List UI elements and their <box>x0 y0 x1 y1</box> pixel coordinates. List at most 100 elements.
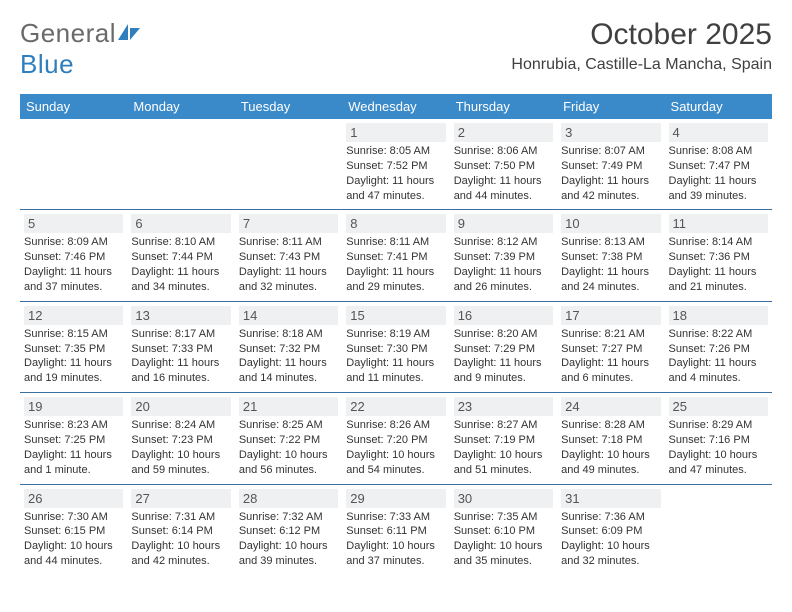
calendar-cell: 21Sunrise: 8:25 AMSunset: 7:22 PMDayligh… <box>235 393 342 483</box>
daylight-text: Daylight: 11 hours and 32 minutes. <box>239 265 338 295</box>
sunrise-text: Sunrise: 8:10 AM <box>131 235 230 250</box>
day-header-saturday: Saturday <box>665 94 772 119</box>
day-number: 23 <box>454 397 553 416</box>
calendar-cell: 26Sunrise: 7:30 AMSunset: 6:15 PMDayligh… <box>20 485 127 575</box>
day-number: 2 <box>454 123 553 142</box>
daylight-text: Daylight: 11 hours and 37 minutes. <box>24 265 123 295</box>
day-number: 6 <box>131 214 230 233</box>
sunset-text: Sunset: 7:20 PM <box>346 433 445 448</box>
sunrise-text: Sunrise: 8:21 AM <box>561 327 660 342</box>
sunrise-text: Sunrise: 7:31 AM <box>131 510 230 525</box>
sun-info: Sunrise: 8:13 AMSunset: 7:38 PMDaylight:… <box>561 235 660 294</box>
day-number <box>131 123 230 142</box>
sunset-text: Sunset: 7:32 PM <box>239 342 338 357</box>
daylight-text: Daylight: 10 hours and 44 minutes. <box>24 539 123 569</box>
day-header-thursday: Thursday <box>450 94 557 119</box>
sunrise-text: Sunrise: 8:19 AM <box>346 327 445 342</box>
sun-info: Sunrise: 8:18 AMSunset: 7:32 PMDaylight:… <box>239 327 338 386</box>
daylight-text: Daylight: 11 hours and 47 minutes. <box>346 174 445 204</box>
daylight-text: Daylight: 10 hours and 59 minutes. <box>131 448 230 478</box>
sunset-text: Sunset: 6:10 PM <box>454 524 553 539</box>
daylight-text: Daylight: 11 hours and 21 minutes. <box>669 265 768 295</box>
day-number: 3 <box>561 123 660 142</box>
daylight-text: Daylight: 10 hours and 54 minutes. <box>346 448 445 478</box>
sunrise-text: Sunrise: 8:11 AM <box>239 235 338 250</box>
daylight-text: Daylight: 10 hours and 37 minutes. <box>346 539 445 569</box>
sunrise-text: Sunrise: 8:05 AM <box>346 144 445 159</box>
sunrise-text: Sunrise: 8:17 AM <box>131 327 230 342</box>
sunset-text: Sunset: 7:22 PM <box>239 433 338 448</box>
daylight-text: Daylight: 10 hours and 51 minutes. <box>454 448 553 478</box>
day-number <box>669 489 768 508</box>
sunset-text: Sunset: 7:16 PM <box>669 433 768 448</box>
calendar-cell: 23Sunrise: 8:27 AMSunset: 7:19 PMDayligh… <box>450 393 557 483</box>
calendar-cell: 10 Sunrise: 8:13 AMSunset: 7:38 PMDayligh… <box>557 210 664 300</box>
week-row: 19Sunrise: 8:23 AMSunset: 7:25 PMDayligh… <box>20 393 772 484</box>
sunset-text: Sunset: 7:35 PM <box>24 342 123 357</box>
day-number: 1 <box>346 123 445 142</box>
day-number: 17 <box>561 306 660 325</box>
sun-info: Sunrise: 8:28 AMSunset: 7:18 PMDaylight:… <box>561 418 660 477</box>
day-number: 31 <box>561 489 660 508</box>
daylight-text: Daylight: 11 hours and 44 minutes. <box>454 174 553 204</box>
sunrise-text: Sunrise: 8:14 AM <box>669 235 768 250</box>
calendar-cell: 6Sunrise: 8:10 AMSunset: 7:44 PMDaylight… <box>127 210 234 300</box>
week-row: 12 Sunrise: 8:15 AMSunset: 7:35 PM Dayligh… <box>20 302 772 393</box>
daylight-text: Daylight: 10 hours and 42 minutes. <box>131 539 230 569</box>
sun-info: Sunrise: 8:20 AMSunset: 7:29 PMDaylight:… <box>454 327 553 386</box>
day-number: 22 <box>346 397 445 416</box>
day-number <box>24 123 123 142</box>
sunset-text: Sunset: 6:15 PM <box>24 524 123 539</box>
day-number: 27 <box>131 489 230 508</box>
sunrise-text: Sunrise: 8:06 AM <box>454 144 553 159</box>
daylight-text: Daylight: 10 hours and 35 minutes. <box>454 539 553 569</box>
sun-info: Sunrise: 7:35 AMSunset: 6:10 PMDaylight:… <box>454 510 553 569</box>
daylight-text: Daylight: 11 hours and 24 minutes. <box>561 265 660 295</box>
daylight-text: Daylight: 11 hours and 34 minutes. <box>131 265 230 295</box>
calendar-cell: 8Sunrise: 8:11 AMSunset: 7:41 PMDaylight… <box>342 210 449 300</box>
sunset-text: Sunset: 7:38 PM <box>561 250 660 265</box>
calendar: Sunday Monday Tuesday Wednesday Thursday… <box>20 94 772 575</box>
daylight-text: Daylight: 11 hours and 4 minutes. <box>669 356 768 386</box>
sunset-text: Sunset: 7:50 PM <box>454 159 553 174</box>
calendar-cell: 5Sunrise: 8:09 AMSunset: 7:46 PMDaylight… <box>20 210 127 300</box>
sunrise-text: Sunrise: 8:28 AM <box>561 418 660 433</box>
daylight-text: Daylight: 11 hours and 16 minutes. <box>131 356 230 386</box>
sunset-text: Sunset: 7:23 PM <box>131 433 230 448</box>
sun-info: Sunrise: 8:17 AMSunset: 7:33 PMDaylight:… <box>131 327 230 386</box>
week-row: 26Sunrise: 7:30 AMSunset: 6:15 PMDayligh… <box>20 485 772 575</box>
sun-info: Sunrise: 8:05 AMSunset: 7:52 PMDaylight:… <box>346 144 445 203</box>
sunset-text: Sunset: 6:12 PM <box>239 524 338 539</box>
logo-text: GeneralBlue <box>20 18 142 80</box>
sunrise-text: Sunrise: 8:18 AM <box>239 327 338 342</box>
calendar-cell: 29Sunrise: 7:33 AMSunset: 6:11 PMDayligh… <box>342 485 449 575</box>
calendar-cell: 31Sunrise: 7:36 AMSunset: 6:09 PMDayligh… <box>557 485 664 575</box>
sun-info: Sunrise: 7:33 AMSunset: 6:11 PMDaylight:… <box>346 510 445 569</box>
calendar-cell: 27Sunrise: 7:31 AMSunset: 6:14 PMDayligh… <box>127 485 234 575</box>
sunrise-text: Sunrise: 8:15 AM <box>24 327 123 342</box>
day-number: 12 <box>24 306 123 325</box>
sunset-text: Sunset: 7:49 PM <box>561 159 660 174</box>
sun-info: Sunrise: 8:23 AMSunset: 7:25 PMDaylight:… <box>24 418 123 477</box>
sun-info: Sunrise: 8:06 AMSunset: 7:50 PMDaylight:… <box>454 144 553 203</box>
sunset-text: Sunset: 7:52 PM <box>346 159 445 174</box>
calendar-cell: 4Sunrise: 8:08 AMSunset: 7:47 PMDaylight… <box>665 119 772 209</box>
sunrise-text: Sunrise: 7:35 AM <box>454 510 553 525</box>
day-number: 25 <box>669 397 768 416</box>
day-number: 10 <box>561 214 660 233</box>
day-number: 7 <box>239 214 338 233</box>
calendar-cell: 22Sunrise: 8:26 AMSunset: 7:20 PMDayligh… <box>342 393 449 483</box>
sunset-text: Sunset: 7:36 PM <box>669 250 768 265</box>
daylight-text: Daylight: 10 hours and 39 minutes. <box>239 539 338 569</box>
daylight-text: Daylight: 11 hours and 42 minutes. <box>561 174 660 204</box>
sunset-text: Sunset: 7:30 PM <box>346 342 445 357</box>
daylight-text: Daylight: 11 hours and 14 minutes. <box>239 356 338 386</box>
sunrise-text: Sunrise: 7:32 AM <box>239 510 338 525</box>
day-number: 21 <box>239 397 338 416</box>
daylight-text: Daylight: 11 hours and 29 minutes. <box>346 265 445 295</box>
day-number: 16 <box>454 306 553 325</box>
calendar-cell: 25Sunrise: 8:29 AMSunset: 7:16 PMDayligh… <box>665 393 772 483</box>
sun-info: Sunrise: 8:09 AMSunset: 7:46 PMDaylight:… <box>24 235 123 294</box>
sunrise-text: Sunrise: 8:25 AM <box>239 418 338 433</box>
day-number: 26 <box>24 489 123 508</box>
